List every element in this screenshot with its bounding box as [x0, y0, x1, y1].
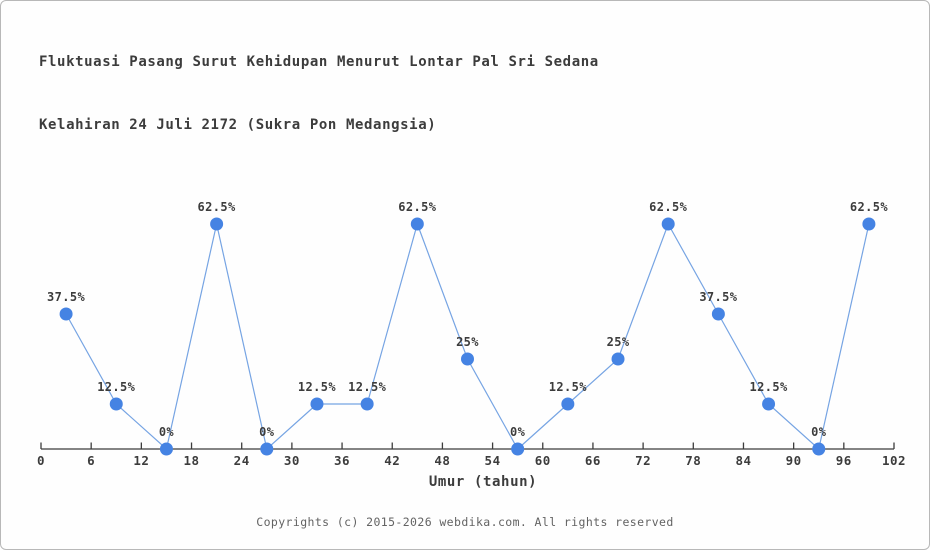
- data-point: [159, 442, 173, 456]
- data-point: [812, 442, 826, 456]
- data-point-label: 37.5%: [47, 290, 85, 304]
- x-tick-label: 42: [384, 453, 400, 468]
- data-point-label: 62.5%: [850, 200, 888, 214]
- data-point-label: 12.5%: [749, 380, 787, 394]
- x-tick-label: 78: [685, 453, 701, 468]
- x-tick-label: 6: [87, 453, 95, 468]
- x-tick-label: 18: [183, 453, 199, 468]
- data-point: [611, 352, 625, 366]
- x-tick-label: 30: [284, 453, 300, 468]
- x-tick-label: 96: [836, 453, 852, 468]
- data-point: [511, 442, 525, 456]
- data-point-label: 0%: [259, 425, 275, 439]
- copyright-footer: Copyrights (c) 2015-2026 webdika.com. Al…: [256, 515, 674, 529]
- x-tick-label: 102: [882, 453, 906, 468]
- data-point-label: 62.5%: [649, 200, 687, 214]
- data-point-label: 0%: [159, 425, 175, 439]
- data-point: [260, 442, 274, 456]
- data-point: [661, 217, 675, 231]
- x-tick-label: 0: [37, 453, 45, 468]
- data-point: [862, 217, 876, 231]
- x-tick-label: 66: [585, 453, 601, 468]
- data-point-label: 25%: [456, 335, 479, 349]
- chart-title-line-2: Kelahiran 24 Juli 2172 (Sukra Pon Medang…: [39, 117, 437, 133]
- data-point: [360, 397, 374, 411]
- x-tick-label: 24: [234, 453, 250, 468]
- data-point-label: 12.5%: [298, 380, 336, 394]
- x-tick-label: 12: [133, 453, 149, 468]
- data-point-label: 0%: [811, 425, 827, 439]
- chart-title-line-1: Fluktuasi Pasang Surut Kehidupan Menurut…: [39, 54, 599, 70]
- data-point: [59, 307, 73, 321]
- x-axis-title: Umur (tahun): [428, 474, 538, 490]
- data-point-label: 62.5%: [198, 200, 236, 214]
- data-point: [210, 217, 224, 231]
- x-tick-label: 72: [635, 453, 651, 468]
- x-tick-label: 60: [535, 453, 551, 468]
- data-point: [410, 217, 424, 231]
- x-tick-label: 84: [735, 453, 751, 468]
- data-point: [310, 397, 324, 411]
- x-tick-label: 48: [434, 453, 450, 468]
- data-point-label: 0%: [510, 425, 526, 439]
- data-point-label: 37.5%: [699, 290, 737, 304]
- data-point-label: 62.5%: [398, 200, 436, 214]
- data-point-label: 12.5%: [549, 380, 587, 394]
- data-point: [711, 307, 725, 321]
- data-point: [762, 397, 776, 411]
- x-tick-label: 36: [334, 453, 350, 468]
- data-point: [461, 352, 474, 366]
- data-point-label: 12.5%: [348, 380, 386, 394]
- chart-title: Fluktuasi Pasang Surut Kehidupan Menurut…: [39, 10, 599, 178]
- data-point: [109, 397, 123, 411]
- data-point: [561, 397, 575, 411]
- x-tick-label: 90: [786, 453, 802, 468]
- data-point-label: 12.5%: [97, 380, 135, 394]
- x-tick-label: 54: [485, 453, 501, 468]
- data-point-label: 25%: [607, 335, 630, 349]
